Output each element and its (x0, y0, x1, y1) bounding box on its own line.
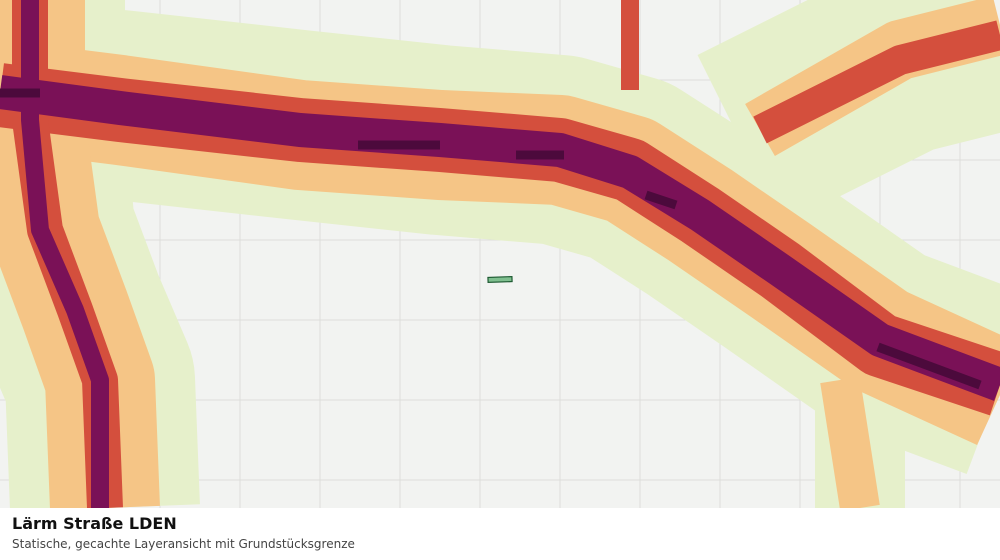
caption-bar: Lärm Straße LDEN Statische, gecachte Lay… (0, 508, 1000, 560)
noise-zone-max (0, 88, 982, 390)
layer-subtitle: Statische, gecachte Layeransicht mit Gru… (12, 537, 355, 551)
noise-band (644, 190, 678, 210)
noise-band (753, 20, 1000, 144)
noise-band (0, 75, 1000, 401)
map (0, 0, 1000, 508)
noise-band (876, 342, 982, 390)
layer-title: Lärm Straße LDEN (12, 514, 177, 533)
noise-layer (0, 0, 1000, 508)
noise-zone-very-high (0, 0, 1000, 508)
noise-band (21, 0, 109, 508)
noise-band (820, 376, 880, 508)
parcel-boundary[interactable] (487, 275, 513, 284)
